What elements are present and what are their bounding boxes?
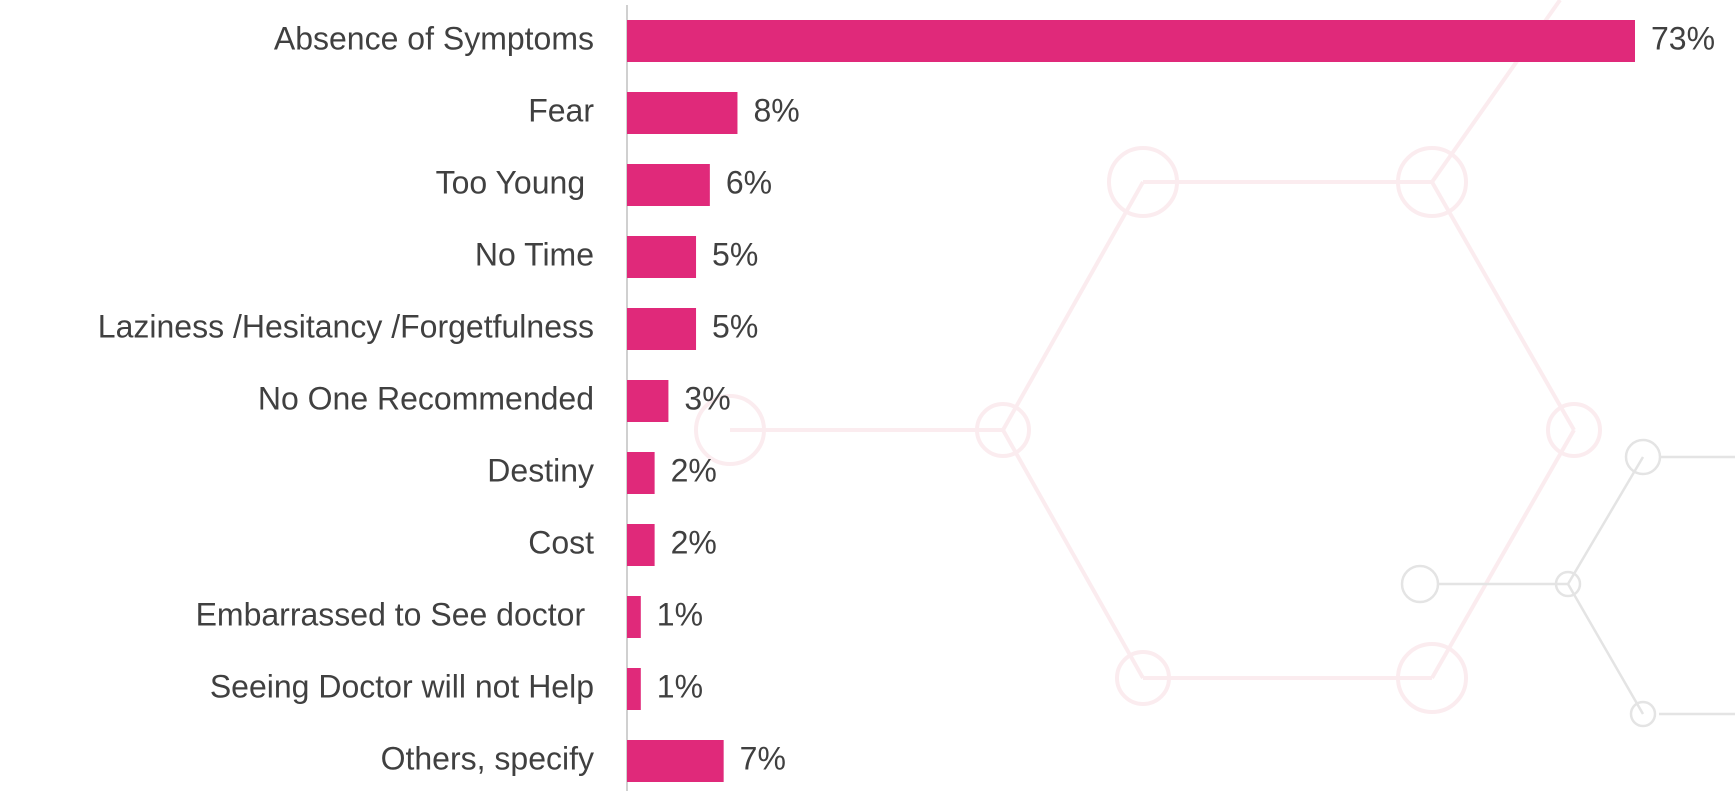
category-label: Embarrassed to See doctor [196,596,594,632]
value-label: 5% [712,308,758,344]
category-label: Others, specify [381,740,594,776]
bar [627,596,641,638]
category-label: Too Young [436,164,594,200]
bar [627,92,737,134]
bar [627,236,696,278]
value-label: 6% [726,164,772,200]
bar [627,380,668,422]
value-label: 2% [671,524,717,560]
category-label: No Time [475,236,594,272]
category-label: No One Recommended [258,380,594,416]
category-label: Destiny [487,452,594,488]
bar [627,20,1635,62]
category-label: Laziness /Hesitancy /Forgetfulness [98,308,594,344]
bar [627,308,696,350]
value-label: 3% [684,380,730,416]
value-label: 5% [712,236,758,272]
category-label: Absence of Symptoms [274,20,594,56]
bar [627,524,655,566]
bar [627,740,724,782]
value-label: 2% [671,452,717,488]
category-label: Seeing Doctor will not Help [210,668,594,704]
bar [627,668,641,710]
value-label: 8% [753,92,799,128]
value-label: 73% [1651,20,1715,56]
chart: Absence of Symptoms 73% Fear 8% Too Young 6%… [0,0,1735,791]
category-label: Fear [528,92,594,128]
bar [627,452,655,494]
category-label: Cost [528,524,594,560]
value-label: 7% [740,740,786,776]
value-label: 1% [657,596,703,632]
bar [627,164,710,206]
value-label: 1% [657,668,703,704]
background-decoration [696,0,1735,726]
